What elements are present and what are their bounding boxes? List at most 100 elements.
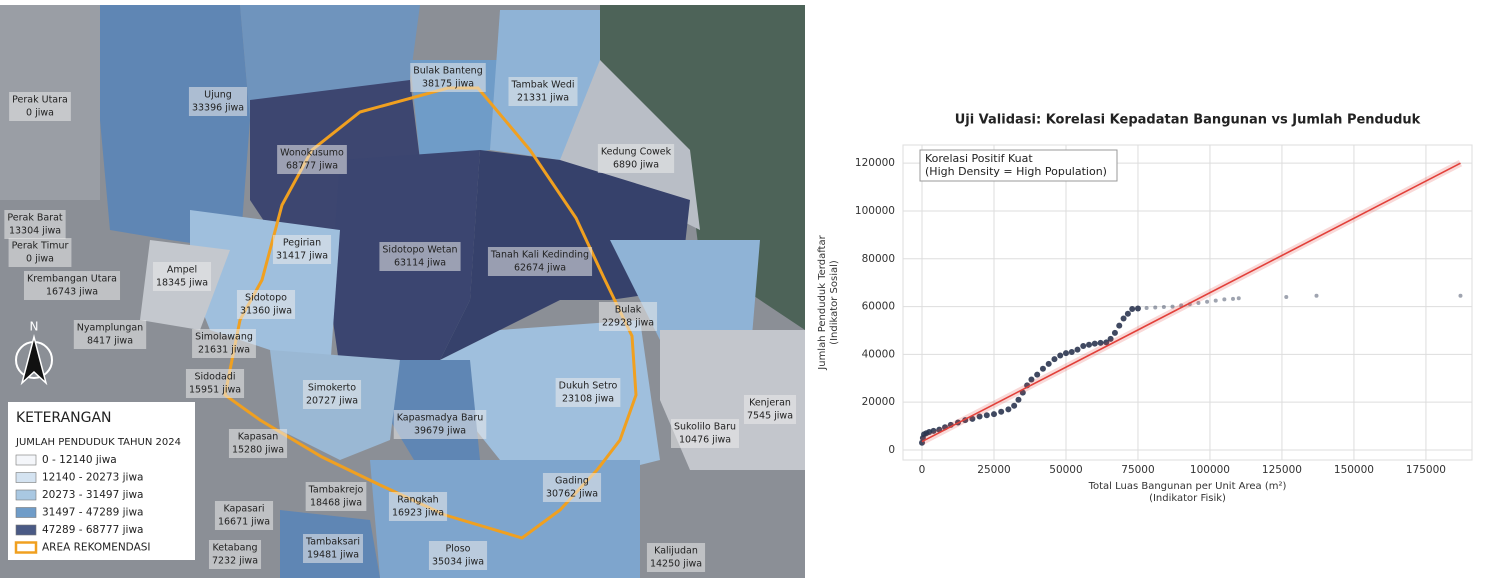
legend-label: 47289 - 68777 jiwa — [42, 524, 143, 536]
region-name: Perak Timur — [12, 241, 69, 252]
y-axis-label: (Indikator Sosial) — [829, 260, 840, 345]
region-name: Kedung Cowek — [601, 147, 672, 158]
region-name: Sidotopo Wetan — [382, 245, 457, 256]
annotation: Korelasi Positif Kuat — [925, 152, 1033, 165]
region-name: Ketabang — [212, 543, 257, 554]
region-population: 20727 jiwa — [306, 396, 358, 407]
region-population: 35034 jiwa — [432, 557, 484, 568]
region-population: 0 jiwa — [26, 108, 54, 119]
point — [1120, 315, 1127, 322]
legend-swatch — [15, 507, 37, 518]
point — [1086, 341, 1093, 348]
region-name: Sidodadi — [194, 372, 235, 383]
x-axis-label: Total Luas Bangunan per Unit Area (m²) — [1088, 481, 1287, 492]
point — [1057, 352, 1064, 359]
region-label-bg — [4, 210, 66, 239]
north-arrow-shape — [20, 334, 48, 386]
legend-label: 20273 - 31497 jiwa — [42, 489, 143, 501]
region-population: 15951 jiwa — [189, 385, 241, 396]
point — [1005, 406, 1012, 413]
point — [969, 415, 976, 422]
region-label-bg — [597, 144, 675, 173]
annotation: (High Density = High Population) — [925, 165, 1107, 178]
plot-area — [902, 144, 1473, 461]
legend-swatch — [15, 524, 37, 536]
legend-swatch — [15, 454, 37, 466]
region-name: Bulak — [615, 305, 642, 316]
point — [1196, 300, 1201, 305]
region-label-bg — [277, 145, 347, 174]
region-population: 31417 jiwa — [276, 251, 328, 262]
region-label-bg — [542, 473, 602, 502]
region-label-bg — [302, 380, 362, 409]
point — [1091, 340, 1098, 347]
region-name: Bulak Banteng — [413, 66, 483, 77]
x-tick-label: 175000 — [1406, 464, 1446, 476]
region-population: 39679 jiwa — [414, 426, 466, 437]
region-name: Perak Utara — [12, 95, 68, 106]
point — [1068, 348, 1075, 355]
region-name: Ujung — [204, 90, 232, 101]
region-label-bg — [598, 302, 658, 331]
region-name: Pegirian — [283, 238, 321, 249]
point — [1062, 350, 1069, 357]
region-ujung — [100, 5, 250, 250]
region-label-bg — [379, 242, 461, 271]
region-population: 15280 jiwa — [232, 445, 284, 456]
region-population: 10476 jiwa — [679, 435, 731, 446]
region-name: Gading — [555, 476, 589, 487]
x-axis-label: (Indikator Fisik) — [1149, 493, 1226, 504]
point — [1144, 305, 1149, 310]
region-population: 31360 jiwa — [240, 306, 292, 317]
region-label-bg — [670, 419, 740, 448]
region-label-bg — [152, 262, 212, 291]
region-label-bg — [508, 77, 578, 106]
chart-title: Uji Validasi: Korelasi Kepadatan Banguna… — [955, 113, 1421, 128]
region-name: Tanah Kali Kedinding — [490, 250, 589, 261]
region-label-bg — [743, 395, 797, 424]
region-population: 21631 jiwa — [198, 345, 250, 356]
region-population: 14250 jiwa — [650, 559, 702, 570]
region-population: 18345 jiwa — [156, 278, 208, 289]
legend-label: 12140 - 20273 jiwa — [42, 472, 143, 484]
point — [1153, 305, 1158, 310]
region-label-bg — [8, 238, 72, 267]
point — [1170, 304, 1175, 309]
point — [1213, 298, 1218, 303]
region-population: 63114 jiwa — [394, 258, 446, 269]
y-tick-label: 80000 — [862, 253, 895, 265]
region-population: 62674 jiwa — [514, 263, 566, 274]
north-arrow: N — [15, 320, 53, 386]
region-name: Dukuh Setro — [559, 381, 618, 392]
region-name: Ploso — [446, 544, 471, 555]
region-population: 30762 jiwa — [546, 489, 598, 500]
region-name: Kapasmadya Baru — [397, 413, 484, 424]
point — [1116, 322, 1123, 329]
x-tick-label: 25000 — [977, 464, 1010, 476]
point — [983, 412, 990, 419]
point — [1028, 376, 1035, 383]
point — [998, 408, 1005, 415]
region-population: 8417 jiwa — [87, 336, 133, 347]
point — [1011, 402, 1018, 409]
region-label-bg — [228, 429, 288, 458]
point — [1107, 335, 1114, 342]
point — [1111, 329, 1118, 336]
region-name: Rangkah — [397, 495, 438, 506]
region-label-bg — [393, 410, 487, 439]
region-name: Wonokusumo — [280, 148, 344, 159]
x-tick-label: 150000 — [1334, 464, 1374, 476]
region-population: 38175 jiwa — [422, 79, 474, 90]
region-label-bg — [428, 541, 488, 570]
region-population: 7545 jiwa — [747, 411, 793, 422]
region-population: 16923 jiwa — [392, 508, 444, 519]
x-tick-label: 100000 — [1190, 464, 1230, 476]
region-population: 16671 jiwa — [218, 517, 270, 528]
region-population: 21331 jiwa — [517, 93, 569, 104]
region-population: 13304 jiwa — [9, 226, 61, 237]
y-tick-label: 0 — [888, 444, 895, 456]
region-label-bg — [555, 378, 621, 407]
region-name: Sidotopo — [245, 293, 287, 304]
point — [1458, 293, 1463, 298]
